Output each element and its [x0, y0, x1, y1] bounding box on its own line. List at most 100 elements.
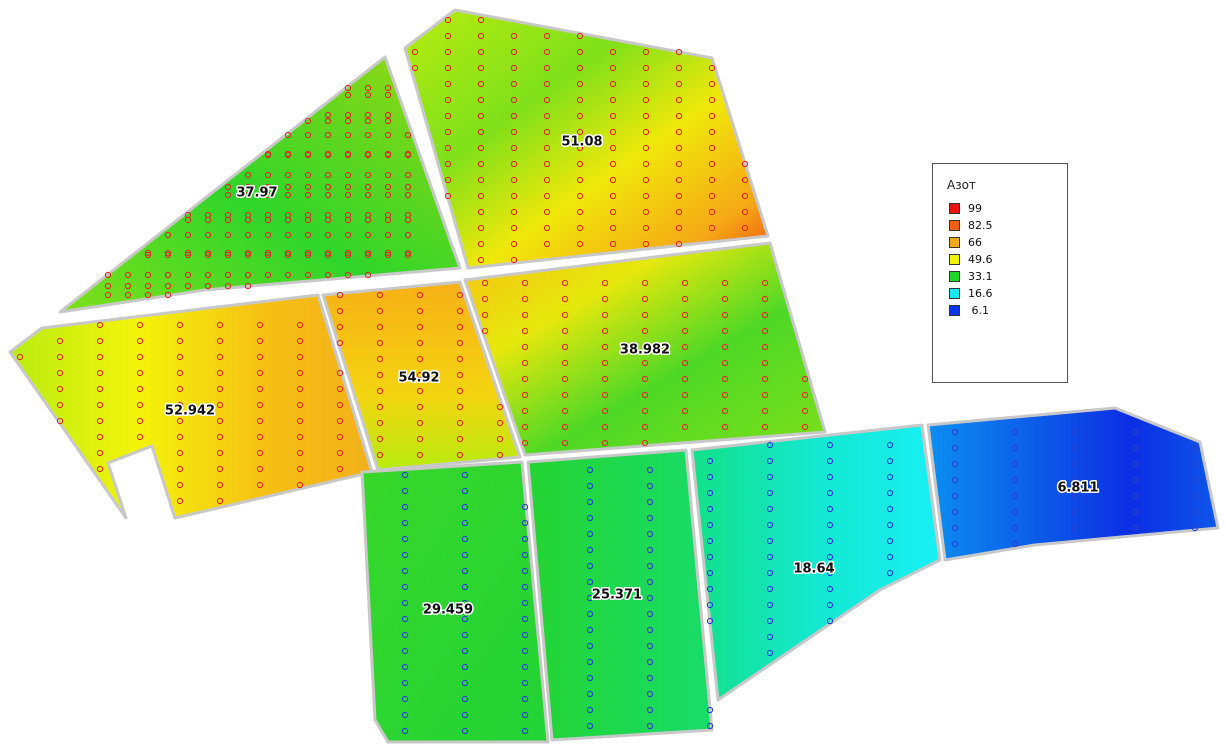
sample-point	[296, 385, 304, 393]
sample-point	[244, 249, 252, 257]
sample-point	[761, 279, 769, 287]
sample-point	[264, 231, 272, 239]
sample-point	[264, 183, 272, 191]
sample-point	[510, 80, 518, 88]
sample-point	[56, 369, 64, 377]
field-value-label: 37.97	[236, 186, 277, 201]
sample-point	[510, 192, 518, 200]
field-f1[interactable]	[58, 55, 462, 314]
sample-point	[561, 359, 569, 367]
field-f3[interactable]	[8, 293, 374, 520]
sample-point	[586, 514, 594, 522]
sample-point	[646, 626, 654, 634]
sample-point	[521, 327, 529, 335]
field-f4[interactable]	[321, 280, 522, 472]
sample-point	[601, 327, 609, 335]
field-f2[interactable]	[403, 8, 770, 270]
sample-point	[586, 466, 594, 474]
sample-point	[642, 80, 650, 88]
sample-point	[96, 433, 104, 441]
sample-point	[543, 224, 551, 232]
sample-point	[826, 569, 834, 577]
sample-point	[510, 112, 518, 120]
sample-point	[461, 663, 469, 671]
sample-point	[324, 111, 332, 119]
field-f5[interactable]	[463, 241, 827, 457]
field-f8[interactable]	[690, 423, 942, 702]
sample-point	[404, 231, 412, 239]
sample-point	[144, 282, 152, 290]
sample-point	[224, 183, 232, 191]
legend-item: 66	[949, 236, 982, 249]
sample-point	[477, 192, 485, 200]
sample-point	[561, 343, 569, 351]
sample-point	[641, 327, 649, 335]
sample-point	[456, 419, 464, 427]
sample-point	[675, 208, 683, 216]
sample-point	[609, 176, 617, 184]
sample-point	[461, 487, 469, 495]
sample-point	[886, 537, 894, 545]
sample-point	[766, 633, 774, 641]
sample-point	[521, 535, 529, 543]
sample-point	[456, 371, 464, 379]
sample-point	[675, 96, 683, 104]
sample-point	[521, 343, 529, 351]
sample-point	[444, 48, 452, 56]
sample-point	[256, 481, 264, 489]
sample-point	[256, 449, 264, 457]
sample-point	[951, 460, 959, 468]
field-f9[interactable]	[926, 406, 1220, 562]
sample-point	[216, 369, 224, 377]
sample-point	[216, 465, 224, 473]
field-value-label: 6.811	[1057, 481, 1098, 496]
sample-point	[136, 417, 144, 425]
sample-point	[384, 131, 392, 139]
sample-point	[336, 401, 344, 409]
sample-point	[104, 282, 112, 290]
sample-point	[344, 271, 352, 279]
sample-point	[646, 674, 654, 682]
sample-point	[456, 387, 464, 395]
sample-point	[641, 359, 649, 367]
sample-point	[510, 96, 518, 104]
sample-point	[642, 96, 650, 104]
sample-point	[384, 249, 392, 257]
sample-point	[1071, 508, 1079, 516]
legend-label: 16.6	[968, 287, 993, 300]
sample-point	[761, 375, 769, 383]
sample-point	[416, 323, 424, 331]
sample-point	[376, 387, 384, 395]
sample-point	[1191, 508, 1199, 516]
field-value-label: 54.92	[398, 371, 439, 386]
sample-point	[336, 291, 344, 299]
sample-point	[646, 690, 654, 698]
sample-point	[256, 369, 264, 377]
field-f7[interactable]	[526, 448, 714, 742]
sample-point	[576, 80, 584, 88]
sample-point	[336, 323, 344, 331]
sample-point	[646, 706, 654, 714]
sample-point	[124, 271, 132, 279]
sample-point	[411, 64, 419, 72]
field-f6[interactable]	[360, 460, 550, 744]
sample-point	[324, 171, 332, 179]
sample-point	[521, 599, 529, 607]
sample-point	[284, 231, 292, 239]
sample-point	[204, 251, 212, 259]
sample-point	[586, 530, 594, 538]
sample-point	[521, 295, 529, 303]
sample-point	[444, 64, 452, 72]
sample-point	[886, 441, 894, 449]
sample-point	[642, 64, 650, 72]
sample-point	[675, 112, 683, 120]
sample-point	[401, 647, 409, 655]
sample-point	[801, 423, 809, 431]
sample-point	[324, 231, 332, 239]
sample-point	[586, 482, 594, 490]
sample-point	[164, 249, 172, 257]
sample-point	[184, 282, 192, 290]
sample-point	[576, 96, 584, 104]
sample-point	[646, 498, 654, 506]
sample-point	[401, 711, 409, 719]
